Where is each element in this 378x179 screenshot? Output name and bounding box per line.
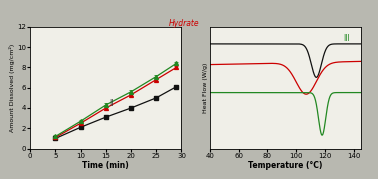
- X-axis label: Time (min): Time (min): [82, 161, 129, 170]
- Y-axis label: Amount Dissolved (mg/cm²): Amount Dissolved (mg/cm²): [9, 43, 15, 132]
- Text: II: II: [109, 99, 113, 108]
- X-axis label: Temperature (°C): Temperature (°C): [248, 161, 322, 170]
- Y-axis label: Heat Flow (W/g): Heat Flow (W/g): [203, 62, 208, 113]
- Text: Hydrate: Hydrate: [169, 19, 200, 28]
- Text: III: III: [343, 34, 350, 43]
